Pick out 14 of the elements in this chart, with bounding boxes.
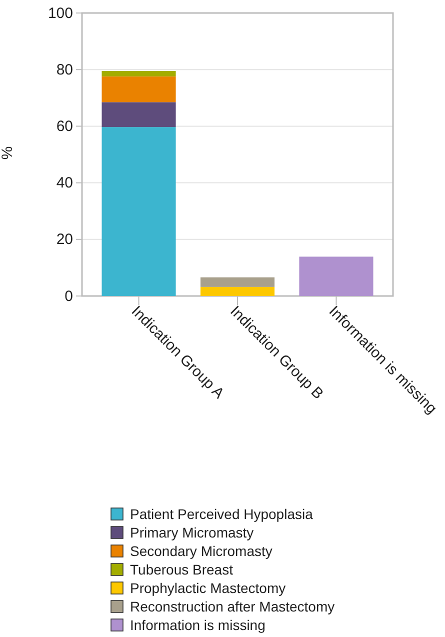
y-tick-label: 60 — [56, 118, 73, 135]
legend-label: Reconstruction after Mastectomy — [130, 598, 335, 614]
legend-label: Tuberous Breast — [130, 562, 234, 578]
y-tick-label: 100 — [48, 4, 73, 22]
y-tick-label: 0 — [64, 288, 73, 305]
y-tick-label: 80 — [56, 61, 73, 78]
legend-label: Prophylactic Mastectomy — [130, 580, 286, 596]
y-axis-title: % — [0, 146, 16, 160]
legend-label: Primary Micromasty — [130, 524, 254, 540]
y-tick-label: 40 — [56, 174, 73, 192]
y-tick-label: 20 — [56, 231, 73, 248]
legend-label: Information is missing — [130, 617, 266, 633]
legend-label: Patient Perceived Hypoplasia — [130, 506, 314, 522]
legend-label: Secondary Micromasty — [130, 543, 272, 559]
